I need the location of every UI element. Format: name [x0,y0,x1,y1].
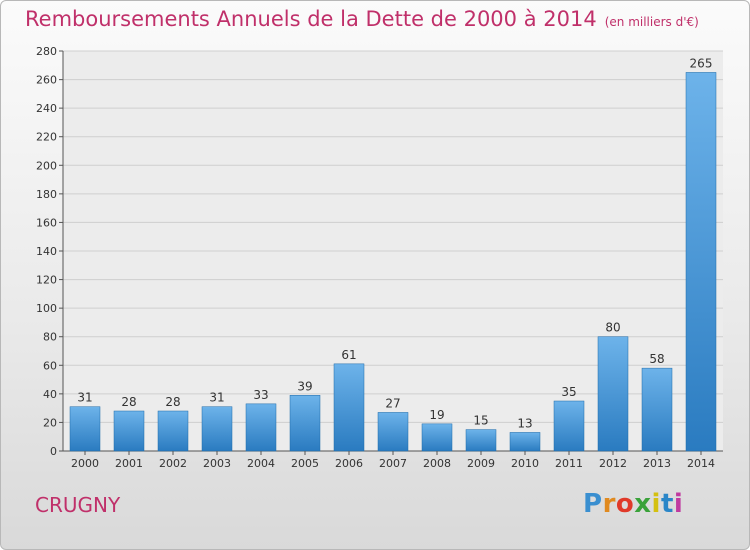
y-tick-label: 120 [36,274,57,287]
y-tick-label: 160 [36,216,57,229]
bar-value-label: 13 [517,416,532,430]
y-tick-label: 280 [36,45,57,58]
logo-letter: i [651,489,661,519]
bar-value-label: 39 [297,379,312,393]
x-tick-label: 2005 [291,457,319,470]
chart-title: Remboursements Annuels de la Dette de 20… [25,7,699,31]
bar [377,412,409,452]
x-tick-label: 2001 [115,457,143,470]
bar-value-label: 28 [121,395,136,409]
bar [157,410,189,452]
y-tick-label: 220 [36,131,57,144]
bar [333,363,365,452]
x-tick-label: 2008 [423,457,451,470]
y-tick-label: 240 [36,102,57,115]
bar-value-label: 15 [473,414,488,428]
x-tick-label: 2014 [687,457,715,470]
bar [113,410,145,452]
y-tick-label: 180 [36,188,57,201]
x-tick-label: 2013 [643,457,671,470]
bar [641,367,673,452]
x-tick-label: 2012 [599,457,627,470]
y-tick-label: 80 [43,331,57,344]
bar [465,429,497,452]
y-tick-label: 100 [36,302,57,315]
bar [509,432,541,452]
x-tick-label: 2003 [203,457,231,470]
y-tick-label: 200 [36,159,57,172]
logo-letter: r [602,489,616,519]
x-tick-label: 2006 [335,457,363,470]
x-tick-label: 2009 [467,457,495,470]
logo-letter: t [660,489,674,519]
bar [553,400,585,452]
y-tick-label: 20 [43,416,57,429]
bar-value-label: 27 [385,396,400,410]
bar-value-label: 31 [209,391,224,405]
x-tick-label: 2000 [71,457,99,470]
bar-value-label: 80 [605,321,620,335]
y-tick-label: 60 [43,359,57,372]
bar [201,406,233,452]
bar-value-label: 28 [165,395,180,409]
logo-letter: x [634,489,652,519]
y-tick-label: 260 [36,74,57,87]
y-tick-label: 140 [36,245,57,258]
bar [685,72,717,452]
bar-value-label: 31 [77,391,92,405]
bar-value-label: 35 [561,385,576,399]
place-name: CRUGNY [35,493,121,517]
bar-value-label: 265 [690,56,713,70]
y-tick-label: 0 [50,445,57,458]
bar [289,395,321,452]
bar-value-label: 61 [341,348,356,362]
x-tick-label: 2011 [555,457,583,470]
bar [245,403,277,452]
title-text: Remboursements Annuels de la Dette de 20… [25,7,597,31]
logo-letter: P [583,489,603,519]
logo-letter: i [673,489,684,519]
x-tick-label: 2010 [511,457,539,470]
bar-value-label: 33 [253,388,268,402]
x-tick-label: 2007 [379,457,407,470]
proxiti-logo: Proxiti [583,489,683,519]
title-unit: (en milliers d'€) [604,15,699,29]
x-tick-label: 2004 [247,457,275,470]
bar-value-label: 58 [649,352,664,366]
bar [597,336,629,452]
bar [69,406,101,452]
bar [421,423,453,452]
y-tick-label: 40 [43,388,57,401]
bar-value-label: 19 [429,408,444,422]
logo-letter: o [615,489,635,519]
x-tick-label: 2002 [159,457,187,470]
